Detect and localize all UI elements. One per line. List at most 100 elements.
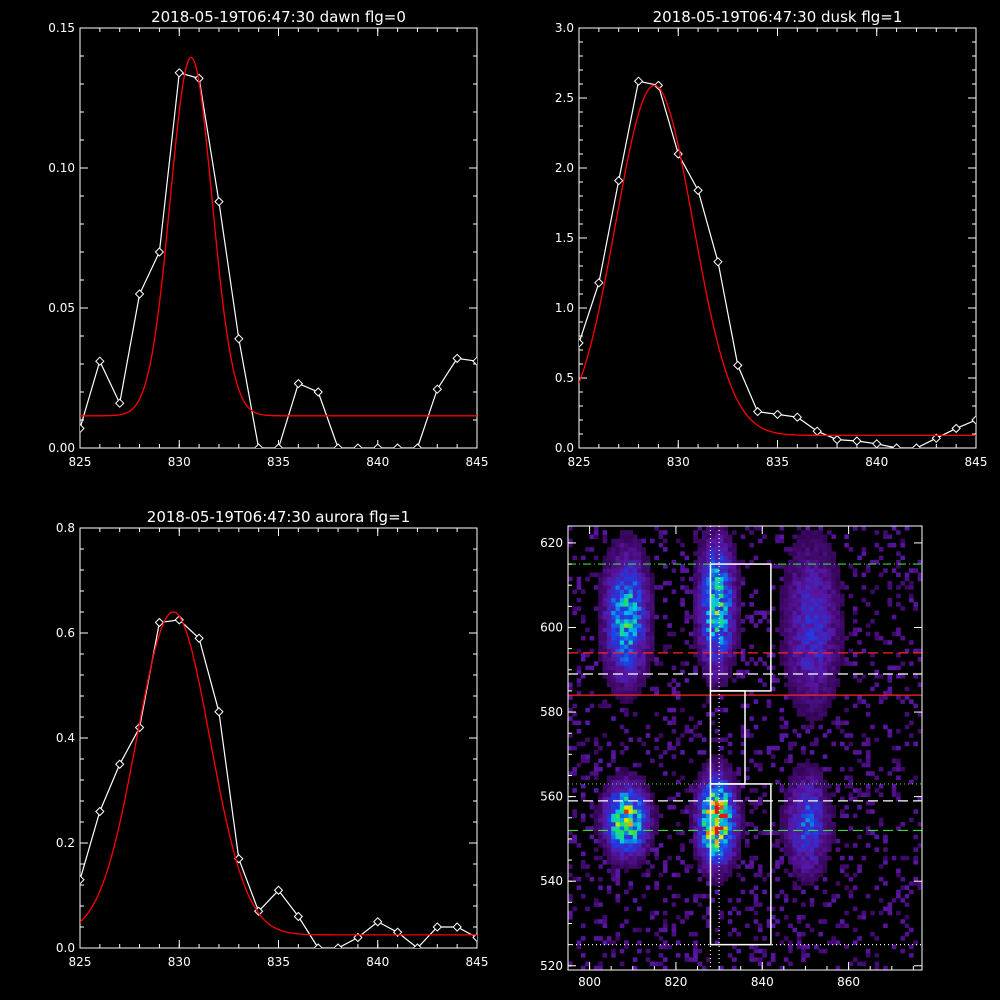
heatmap-cell [723, 665, 729, 671]
heatmap-cell [775, 538, 780, 544]
heatmap-cell [637, 610, 642, 616]
heatmap-cell [818, 619, 824, 624]
heatmap-cell [788, 948, 793, 954]
heatmap-cell [822, 644, 828, 649]
heatmap-cell [796, 712, 802, 717]
heatmap-cell [805, 661, 811, 666]
heatmap-cell [684, 568, 690, 573]
heatmap-cell [891, 542, 897, 548]
heatmap-cell [684, 610, 690, 616]
heatmap-cell [706, 809, 711, 814]
heatmap-cell [909, 779, 914, 785]
heatmap-cell [827, 576, 832, 582]
heatmap-cell [900, 635, 906, 641]
heatmap-cell [684, 953, 690, 958]
y-tick-label: 560 [540, 790, 563, 804]
heatmap-cell [671, 686, 677, 692]
heatmap-cell [615, 805, 621, 810]
heatmap-cell [654, 826, 659, 831]
heatmap-cell [632, 648, 638, 654]
heatmap-cell [645, 589, 651, 594]
heatmap-cell [628, 885, 634, 890]
heatmap-cell [606, 674, 612, 679]
heatmap-cell [762, 614, 767, 620]
heatmap-cell [719, 602, 724, 607]
heatmap-cell [852, 885, 858, 890]
heatmap-cell [719, 762, 724, 768]
heatmap-cell [714, 927, 720, 933]
heatmap-cell [801, 530, 806, 535]
heatmap-cell [706, 881, 711, 886]
heatmap-cell [917, 572, 922, 578]
heatmap-cell [714, 783, 720, 789]
heatmap-cell [580, 923, 586, 929]
heatmap-cell [714, 826, 720, 831]
heatmap-cell [598, 580, 603, 586]
heatmap-cell [753, 800, 759, 806]
heatmap-cell [701, 872, 707, 878]
heatmap-cell [701, 838, 707, 844]
heatmap-cell [827, 551, 832, 556]
heatmap-cell [701, 737, 707, 742]
heatmap-cell [814, 572, 819, 578]
heatmap-cell [632, 589, 638, 594]
heatmap-cell [701, 915, 707, 920]
heatmap-cell [809, 902, 815, 907]
heatmap-cell [874, 635, 880, 641]
heatmap-cell [693, 610, 698, 616]
heatmap-cell [611, 674, 616, 679]
heatmap-cell [896, 593, 901, 599]
heatmap-cell [680, 542, 685, 548]
heatmap-cell [896, 572, 901, 578]
heatmap-cell [822, 805, 828, 810]
heatmap-cell [801, 682, 806, 687]
heatmap-cell [740, 627, 746, 633]
plot-frame [79, 527, 478, 949]
heatmap-cell [598, 631, 603, 637]
heatmap-cell [848, 792, 854, 797]
heatmap-cell [835, 644, 841, 649]
heatmap-cell [788, 665, 793, 671]
heatmap-cell [727, 555, 733, 561]
heatmap-cell [650, 576, 655, 582]
heatmap-cell [814, 619, 819, 624]
heatmap-cell [818, 695, 824, 700]
heatmap-cell [732, 614, 737, 620]
heatmap-cell [637, 860, 642, 865]
heatmap-cell [606, 762, 612, 768]
heatmap-cell [770, 745, 776, 751]
heatmap-cell [809, 593, 815, 599]
heatmap-cell [701, 851, 707, 857]
heatmap-cell [585, 547, 590, 552]
heatmap-cell [792, 657, 798, 662]
heatmap-cell [827, 847, 832, 852]
heatmap-cell [788, 796, 793, 802]
heatmap-cell [852, 750, 858, 755]
heatmap-cell [727, 559, 733, 565]
heatmap-cell [606, 805, 612, 810]
heatmap-cell [688, 957, 694, 962]
heatmap-cell [619, 682, 625, 687]
heatmap-cell [861, 915, 867, 920]
heatmap-cell [809, 627, 815, 633]
heatmap-cell [723, 657, 729, 662]
heatmap-cell [710, 665, 716, 671]
heatmap-cell [580, 619, 586, 624]
heatmap-cell [723, 606, 729, 611]
heatmap-cell [827, 572, 832, 578]
heatmap-cell [818, 805, 824, 810]
heatmap-cell [779, 576, 785, 582]
heatmap-cell [792, 568, 798, 573]
heatmap-cell [822, 834, 828, 840]
heatmap-cell [822, 712, 828, 717]
heatmap-cell [628, 775, 634, 781]
heatmap-cell [606, 652, 612, 658]
heatmap-cell [900, 919, 906, 924]
heatmap-cell [632, 822, 638, 827]
heatmap-cell [723, 682, 729, 687]
heatmap-cell [606, 783, 612, 789]
heatmap-cell [693, 931, 698, 937]
heatmap-cell [788, 817, 793, 823]
heatmap-cell [783, 627, 789, 633]
heatmap-cell [693, 640, 698, 645]
